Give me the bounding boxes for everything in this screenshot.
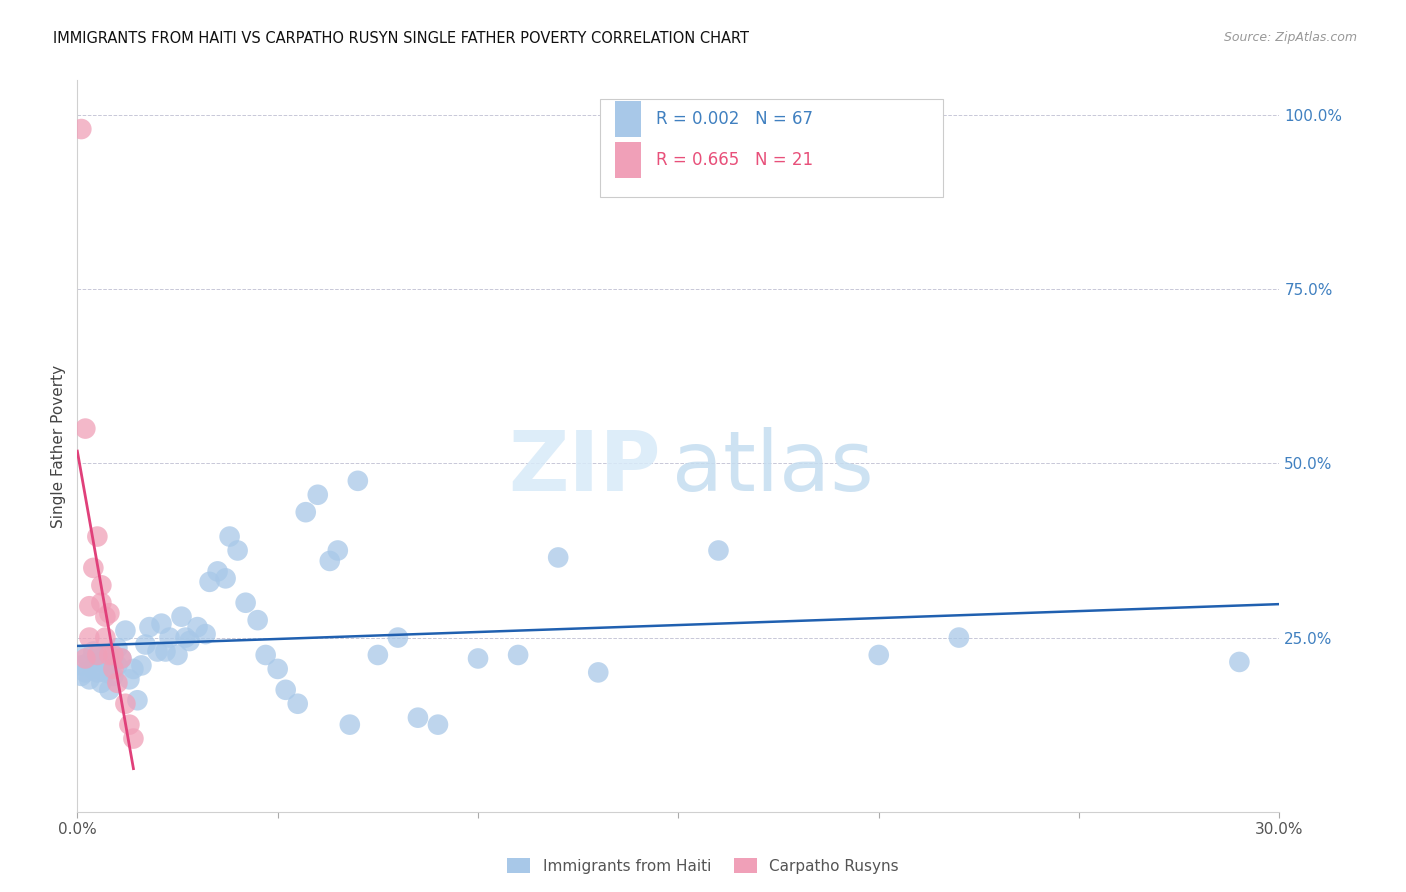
Point: [207, 565, 229, 579]
Point: [90, 578, 112, 592]
Point: [110, 651, 132, 665]
Text: atlas: atlas: [672, 427, 875, 508]
Point: [138, 620, 160, 634]
Point: [86, 530, 108, 544]
Point: [82, 644, 104, 658]
Point: [387, 631, 409, 645]
Point: [948, 631, 970, 645]
Point: [107, 676, 129, 690]
Point: [82, 561, 104, 575]
Point: [294, 505, 316, 519]
Point: [547, 550, 569, 565]
Point: [174, 631, 197, 645]
Point: [70, 658, 93, 673]
Point: [103, 655, 125, 669]
Point: [107, 640, 129, 655]
Point: [118, 717, 141, 731]
Point: [166, 648, 188, 662]
Point: [94, 665, 117, 680]
Point: [75, 651, 97, 665]
Bar: [614, 102, 641, 136]
Point: [90, 655, 112, 669]
Point: [70, 122, 93, 136]
Point: [1229, 655, 1251, 669]
Point: [114, 697, 136, 711]
Point: [218, 530, 240, 544]
Point: [186, 620, 209, 634]
Point: [150, 616, 173, 631]
Point: [103, 648, 125, 662]
Point: [79, 599, 101, 614]
Point: [103, 669, 125, 683]
Point: [170, 609, 193, 624]
Point: [127, 693, 149, 707]
Legend: Immigrants from Haiti, Carpatho Rusyns: Immigrants from Haiti, Carpatho Rusyns: [502, 852, 904, 880]
Text: R = 0.002   N = 67: R = 0.002 N = 67: [655, 110, 813, 128]
Point: [339, 717, 361, 731]
Point: [367, 648, 389, 662]
Point: [307, 488, 329, 502]
Point: [326, 543, 349, 558]
Point: [90, 676, 112, 690]
Text: R = 0.665   N = 21: R = 0.665 N = 21: [655, 151, 813, 169]
Point: [94, 631, 117, 645]
Point: [122, 731, 145, 746]
Point: [319, 554, 342, 568]
Point: [75, 421, 97, 435]
Point: [79, 655, 101, 669]
Point: [75, 648, 97, 662]
Point: [114, 624, 136, 638]
Point: [131, 658, 153, 673]
Point: [98, 606, 121, 620]
Point: [707, 543, 730, 558]
Point: [75, 665, 97, 680]
FancyBboxPatch shape: [600, 99, 943, 197]
Point: [79, 631, 101, 645]
Point: [134, 638, 156, 652]
Point: [122, 662, 145, 676]
Point: [110, 651, 132, 665]
Point: [70, 669, 93, 683]
Point: [94, 648, 117, 662]
Point: [427, 717, 450, 731]
Point: [107, 658, 129, 673]
Point: [179, 634, 201, 648]
Point: [98, 648, 121, 662]
Point: [98, 662, 121, 676]
Point: [868, 648, 890, 662]
Point: [235, 596, 257, 610]
Point: [146, 644, 169, 658]
Point: [274, 682, 297, 697]
Point: [82, 662, 104, 676]
Point: [86, 648, 108, 662]
Point: [214, 571, 236, 585]
Point: [287, 697, 309, 711]
Point: [118, 673, 141, 687]
Point: [79, 673, 101, 687]
Bar: [614, 143, 641, 178]
Point: [90, 596, 112, 610]
Point: [159, 631, 181, 645]
Point: [254, 648, 277, 662]
Point: [406, 711, 429, 725]
Point: [347, 474, 370, 488]
Text: Source: ZipAtlas.com: Source: ZipAtlas.com: [1223, 31, 1357, 45]
Point: [86, 665, 108, 680]
Point: [103, 662, 125, 676]
Text: ZIP: ZIP: [508, 427, 661, 508]
Point: [94, 609, 117, 624]
Point: [198, 574, 221, 589]
Point: [194, 627, 217, 641]
Point: [467, 651, 489, 665]
Point: [588, 665, 610, 680]
Point: [226, 543, 249, 558]
Y-axis label: Single Father Poverty: Single Father Poverty: [51, 365, 66, 527]
Point: [86, 651, 108, 665]
Point: [267, 662, 290, 676]
Text: IMMIGRANTS FROM HAITI VS CARPATHO RUSYN SINGLE FATHER POVERTY CORRELATION CHART: IMMIGRANTS FROM HAITI VS CARPATHO RUSYN …: [53, 31, 749, 46]
Point: [246, 613, 269, 627]
Point: [155, 644, 177, 658]
Point: [98, 682, 121, 697]
Point: [508, 648, 530, 662]
